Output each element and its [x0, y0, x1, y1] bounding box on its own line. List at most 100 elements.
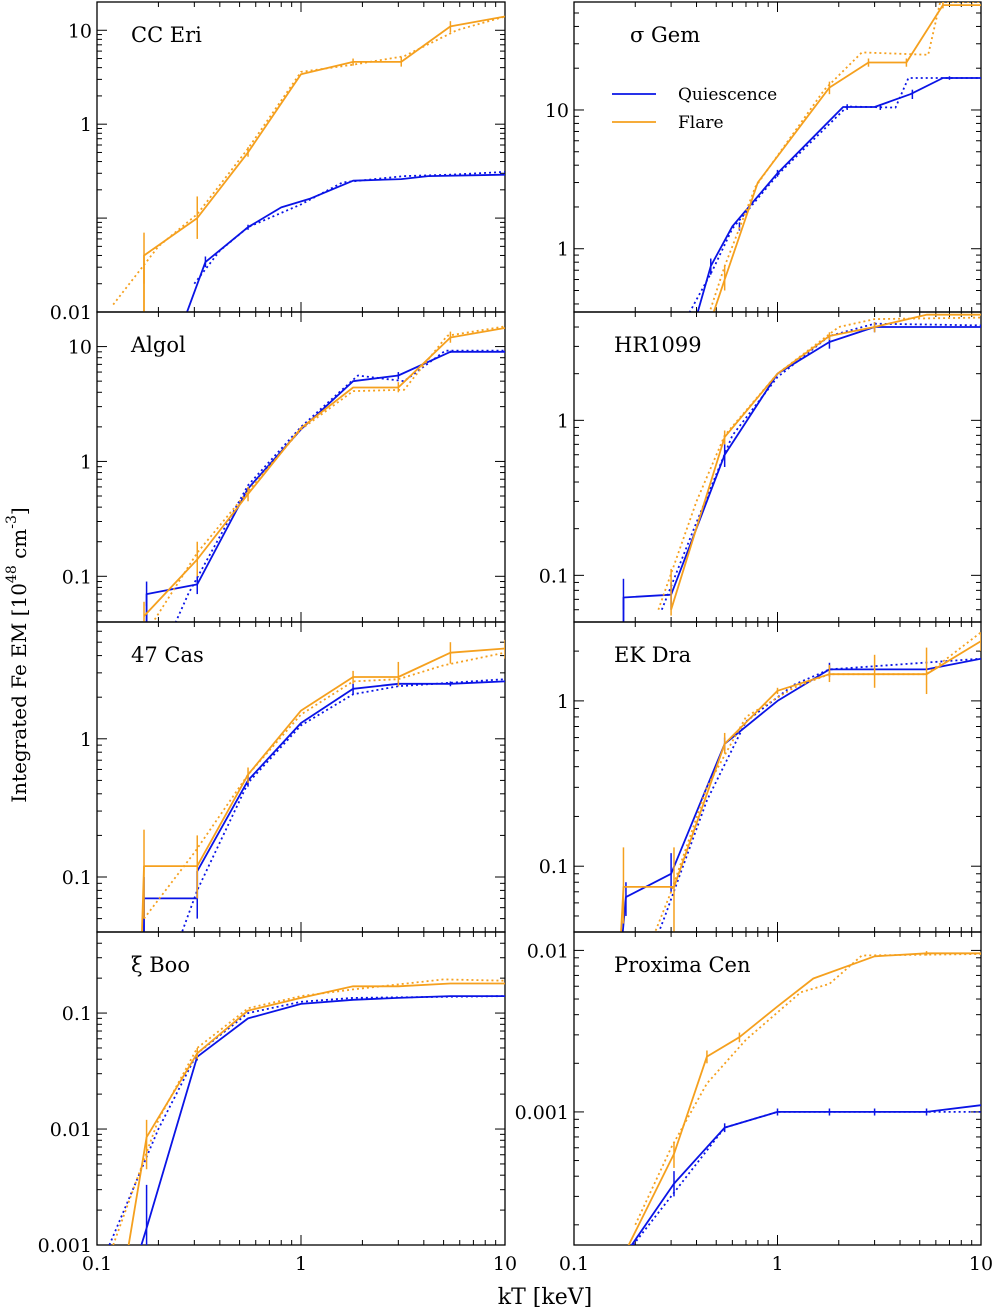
y-ticks [574, 311, 981, 623]
panel-frame [96, 1, 506, 313]
panel-frame [573, 311, 982, 623]
y-ticks [574, 949, 981, 1226]
panel-2: 1 10 σ Gem [545, 1, 982, 313]
y-ticks [97, 621, 505, 933]
series-group [688, 2, 981, 312]
quiescence-dotted-line [193, 171, 505, 285]
quiescence-solid-line [140, 995, 505, 1245]
panel-title: HR1099 [614, 333, 702, 357]
flare-solid-line [127, 982, 505, 1245]
panel-title: Algol [130, 333, 186, 357]
y-axis-label-exp-m3: -3 [4, 515, 20, 529]
y-tick-label: 0.1 [539, 565, 569, 587]
y-tick-label: 0.01 [50, 1119, 92, 1141]
flare-dotted-line [708, 2, 981, 312]
panel-6: 0.1 1 EK Dra [539, 621, 982, 933]
quiescence-solid-line [186, 173, 505, 312]
series-group [108, 978, 505, 1245]
y-tick-label: 0.1 [539, 856, 569, 878]
panel-frame [96, 621, 506, 933]
flare-dotted-line [657, 316, 981, 610]
y-tick-label: 0.001 [38, 1235, 92, 1257]
panel-7: 0.001 0.01 0.1 0.1 1 10 ξ Boo [38, 931, 517, 1275]
x-ticks [573, 932, 982, 1245]
y-tick-label: 10 [68, 337, 92, 359]
y-axis-label-exp-48: 48 [4, 565, 20, 583]
x-ticks [573, 622, 982, 932]
x-tick-label: 0.1 [82, 1253, 112, 1275]
flare-dotted-line [152, 325, 505, 622]
y-ticks [574, 621, 981, 933]
quiescence-dotted-line [174, 349, 505, 622]
panel-grid: 0.01 1 10 CC Eri 1 10 σ Gem 0.1 1 10 Algol 0.1 1 HR10… [38, 1, 992, 1275]
series-group [143, 325, 505, 622]
x-ticks [573, 312, 982, 622]
y-axis-label-main: Integrated Fe EM [10 [7, 583, 31, 803]
series-group [620, 631, 981, 932]
y-axis-label-close: ] [7, 507, 31, 515]
y-tick-label: 1 [557, 410, 569, 432]
flare-dotted-line [112, 15, 505, 306]
flare-solid-line [627, 952, 981, 1245]
quiescence-solid-line [145, 350, 505, 622]
flare-solid-line [141, 647, 505, 932]
y-tick-label: 0.01 [527, 940, 569, 962]
x-tick-label: 1 [295, 1253, 307, 1275]
flare-solid-line [143, 327, 505, 617]
quiescence-solid-line [143, 680, 505, 932]
flare-dotted-line [634, 953, 981, 1226]
panel-title: Proxima Cen [614, 953, 751, 977]
x-ticks [96, 2, 506, 312]
legend-flare-label: Flare [678, 113, 724, 133]
legend: Quiescence Flare [612, 85, 777, 133]
x-ticks [96, 932, 506, 1245]
panel-title: 47 Cas [131, 643, 204, 667]
panel-frame [96, 931, 506, 1246]
x-tick-label: 1 [771, 1253, 783, 1275]
quiescence-dotted-line [632, 1111, 981, 1245]
flare-dotted-line [112, 978, 505, 1245]
y-tick-label: 0.1 [62, 867, 92, 889]
y-tick-label: 1 [80, 451, 92, 473]
flare-dotted-line [143, 651, 505, 920]
panel-3: 0.1 1 10 Algol [62, 311, 506, 623]
y-ticks [97, 311, 505, 623]
y-tick-label: 1 [557, 691, 569, 713]
flare-solid-line [712, 4, 981, 312]
flare-solid-line [670, 313, 981, 610]
x-ticks [96, 312, 506, 622]
x-tick-label: 10 [969, 1253, 992, 1275]
quiescence-solid-line [621, 657, 981, 932]
quiescence-dotted-line [181, 678, 505, 932]
y-tick-label: 0.1 [62, 566, 92, 588]
flare-solid-line [143, 15, 505, 312]
panel-title: EK Dra [614, 643, 691, 667]
y-tick-label: 0.001 [515, 1102, 569, 1124]
y-tick-label: 1 [80, 729, 92, 751]
panel-8: 0.001 0.01 0.1 1 10 Proxima Cen [515, 931, 992, 1275]
series-group [622, 313, 981, 622]
panel-title: ξ Boo [131, 953, 190, 977]
x-tick-label: 0.1 [559, 1253, 589, 1275]
panel-4: 0.1 1 HR1099 [539, 311, 982, 623]
panel-frame [573, 931, 982, 1246]
y-tick-label: 1 [557, 239, 569, 261]
y-ticks [97, 1, 505, 313]
y-ticks [574, 1, 981, 305]
panel-1: 0.01 1 10 CC Eri [50, 1, 506, 324]
y-axis-label-unit: cm [7, 529, 31, 566]
y-tick-label: 1 [80, 114, 92, 136]
quiescence-dotted-line [660, 322, 981, 611]
quiescence-solid-line [696, 77, 981, 312]
series-group [627, 951, 981, 1245]
y-tick-label: 0.01 [50, 302, 92, 324]
panel-title: σ Gem [630, 23, 700, 47]
x-tick-label: 10 [493, 1253, 517, 1275]
series-group [141, 639, 505, 932]
y-ticks [97, 931, 505, 1246]
quiescence-dotted-line [108, 995, 505, 1245]
panel-frame [96, 311, 506, 623]
panel-5: 0.1 1 47 Cas [62, 621, 506, 933]
quiescence-solid-line [622, 326, 981, 622]
